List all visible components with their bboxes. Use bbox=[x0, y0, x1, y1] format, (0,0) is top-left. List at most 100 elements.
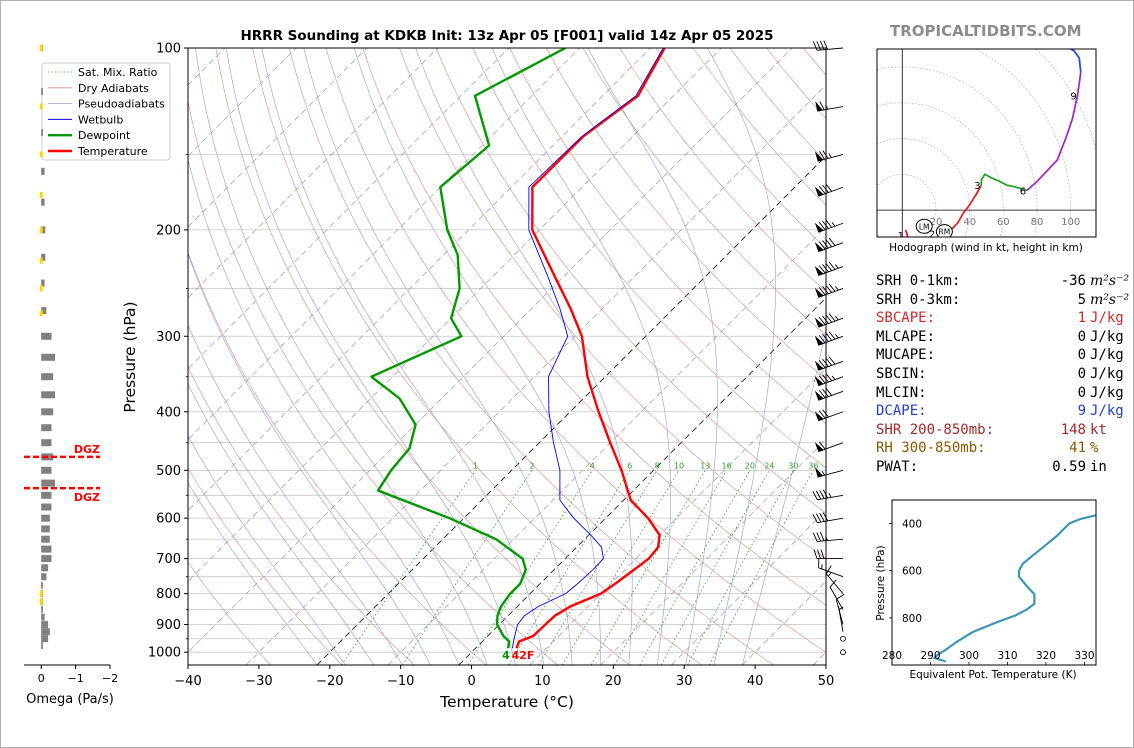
wind-barb bbox=[835, 593, 845, 625]
skewt-traces bbox=[370, 48, 666, 649]
barb-flag bbox=[825, 219, 833, 228]
barb-flag bbox=[828, 313, 836, 322]
barb-shaft bbox=[817, 517, 844, 524]
omega-bar bbox=[41, 535, 50, 543]
param-value: 0 bbox=[1077, 365, 1086, 382]
barb-shaft bbox=[829, 586, 844, 610]
omega-bar bbox=[41, 613, 45, 621]
barb-flag bbox=[822, 489, 829, 499]
omega-tick-label: 0 bbox=[38, 672, 45, 685]
mixing-ratio-label: 30 bbox=[788, 461, 798, 470]
omega-bar bbox=[41, 408, 54, 416]
hodograph-height-label: 6 bbox=[1020, 186, 1026, 197]
barb-shaft bbox=[825, 573, 844, 594]
omega-x-label: Omega (Pa/s) bbox=[26, 692, 114, 707]
barb-half-flag bbox=[835, 286, 839, 291]
omega-yellow-bar bbox=[39, 191, 43, 198]
hodograph-segment bbox=[1026, 72, 1082, 192]
omega-bar bbox=[41, 564, 49, 572]
barb-flag bbox=[812, 532, 818, 542]
param-value: 1 bbox=[1077, 310, 1086, 327]
barb-flag bbox=[829, 579, 837, 588]
barb-flag bbox=[818, 241, 826, 250]
legend-item-label: Dry Adiabats bbox=[78, 82, 149, 95]
omega-bar bbox=[41, 424, 52, 432]
barb-shaft bbox=[818, 567, 844, 578]
param-label: SHR 200-850mb: bbox=[876, 421, 995, 438]
omega-yellow-bar bbox=[39, 226, 43, 233]
omega-yellow-bar bbox=[39, 151, 43, 158]
hodograph-height-label: 3 bbox=[974, 181, 980, 192]
skewt-x-label: Temperature (°C) bbox=[439, 693, 574, 711]
hodograph-panel: 20 40 60 80 100 1 2 3 6 9 LM RM bbox=[877, 49, 1096, 237]
barb-flag bbox=[818, 265, 826, 274]
barb-flag bbox=[825, 183, 833, 192]
barb-flag bbox=[828, 331, 836, 340]
barb-flag bbox=[819, 40, 825, 50]
mixing-ratio-line bbox=[590, 470, 706, 665]
theta-e-y-label: Pressure (hPa) bbox=[875, 545, 887, 620]
skewt-background-lines bbox=[188, 48, 826, 665]
barb-flag bbox=[825, 357, 833, 366]
rm-circle bbox=[935, 224, 953, 237]
x-tick-label: 40 bbox=[747, 674, 764, 689]
param-row: SBCIN: 0 J/kg bbox=[876, 365, 1126, 384]
barb-half-flag bbox=[835, 333, 839, 339]
wind-barb bbox=[812, 40, 844, 51]
wind-barb bbox=[814, 219, 844, 233]
legend-item-label: Pseudoadiabats bbox=[78, 98, 165, 111]
series-temperature-line bbox=[515, 48, 666, 649]
barb-flag bbox=[822, 150, 829, 159]
barb-pennant bbox=[814, 376, 824, 387]
wind-barb bbox=[814, 409, 844, 422]
barb-flag bbox=[822, 286, 829, 295]
wind-barb bbox=[814, 283, 844, 298]
barb-flag bbox=[822, 184, 829, 193]
isotherm-line bbox=[387, 226, 826, 665]
barb-half-flag bbox=[838, 606, 844, 610]
y-tick-label: 200 bbox=[156, 223, 181, 238]
hodograph-segment bbox=[1070, 49, 1082, 73]
y-tick-label: 700 bbox=[156, 552, 181, 567]
y-tick-label: 100 bbox=[156, 42, 181, 57]
hodograph-caption: Hodograph (wind in kt, height in km) bbox=[889, 242, 1083, 254]
barb-flag bbox=[816, 41, 821, 51]
barb-flag bbox=[816, 532, 821, 542]
theta-e-x-label: Equivalent Pot. Temperature (K) bbox=[909, 669, 1076, 681]
storm-motion-rm: RM bbox=[935, 224, 953, 237]
barb-flag bbox=[818, 186, 826, 195]
param-value: 0 bbox=[1077, 347, 1086, 364]
omega-bar bbox=[41, 479, 55, 487]
barb-flag bbox=[822, 388, 829, 397]
barb-flag bbox=[817, 549, 821, 559]
barb-flag bbox=[825, 284, 833, 293]
chart-title: HRRR Sounding at KDKB Init: 13z Apr 05 [… bbox=[240, 28, 773, 44]
barb-flag bbox=[822, 409, 829, 418]
y-tick-label: 500 bbox=[156, 464, 181, 479]
x-tick-label: 10 bbox=[534, 674, 551, 689]
mixing-ratio-line bbox=[341, 470, 476, 665]
hodograph-ring-label: 60 bbox=[997, 217, 1010, 228]
wind-barb bbox=[814, 313, 844, 328]
dry-adiabat-line bbox=[509, 48, 826, 424]
param-row: SHR 200-850mb: 148 kt bbox=[876, 421, 1126, 440]
isotherm-minus20-line bbox=[316, 155, 826, 665]
barb-flag bbox=[822, 315, 829, 324]
param-unit: J/kg bbox=[1090, 347, 1124, 364]
x-tick-label: 30 bbox=[676, 674, 693, 689]
wind-barb bbox=[814, 183, 844, 197]
barb-flag bbox=[828, 261, 836, 270]
pseudoadiabat-line bbox=[707, 48, 776, 665]
omega-yellow-bar bbox=[39, 598, 43, 605]
wind-barb bbox=[815, 101, 844, 112]
barb-flag bbox=[825, 332, 833, 341]
barb-flag bbox=[815, 513, 822, 523]
param-unit: J/kg bbox=[1090, 365, 1124, 382]
wind-barb bbox=[814, 387, 844, 401]
hodograph-segment bbox=[980, 173, 1028, 192]
surface-dewpoint-label: 4 bbox=[502, 649, 510, 662]
barb-half-flag bbox=[821, 471, 826, 476]
param-row: SBCAPE: 1 J/kg bbox=[876, 309, 1126, 328]
param-row: DCAPE: 9 J/kg bbox=[876, 402, 1126, 421]
wind-barb bbox=[814, 467, 844, 478]
